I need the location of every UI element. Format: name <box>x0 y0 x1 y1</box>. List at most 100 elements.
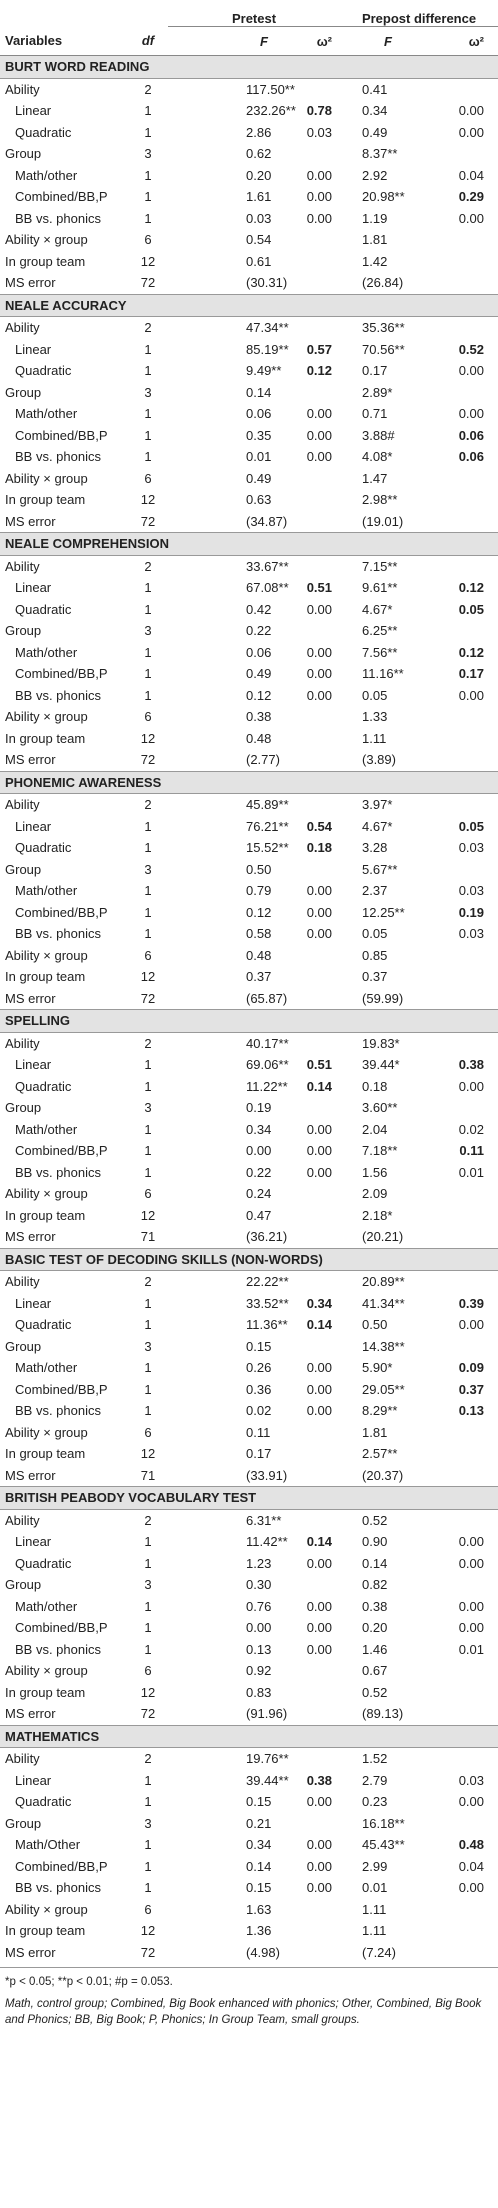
row-label: Math/other <box>15 1121 78 1137</box>
cell: 0.00 <box>306 601 333 617</box>
data-row: Ability 2 22.22** 20.89** <box>0 1271 498 1293</box>
cell: 0.00 <box>306 1620 333 1636</box>
data-row: Ability 2 45.89** 3.97* <box>0 794 498 816</box>
cell: 72 <box>140 752 156 768</box>
row-label: Math/other <box>15 1598 78 1614</box>
row-label: Ability <box>5 1035 40 1051</box>
cell <box>440 382 498 404</box>
section-title: PHONEMIC AWARENESS <box>0 770 498 794</box>
data-row: Quadratic 1 0.15 0.00 0.23 0.00 <box>0 1791 498 1813</box>
cell <box>440 1336 498 1358</box>
cell: 1 <box>144 666 152 682</box>
cell: 33.67** <box>246 558 289 574</box>
cell <box>298 1942 340 1964</box>
cell <box>298 1813 340 1835</box>
cell: 0.00 <box>306 883 333 899</box>
cell: 0.03 <box>306 124 333 140</box>
cell: 0.54 <box>246 232 272 248</box>
row-label: Combined/BB,P <box>15 1381 108 1397</box>
cell <box>298 749 340 771</box>
cell <box>298 1920 340 1942</box>
cell: 0.03 <box>458 840 485 856</box>
cell: 2 <box>144 1035 152 1051</box>
cell: (91.96) <box>246 1706 288 1722</box>
cell: 69.06** <box>246 1057 289 1073</box>
anova-table: Pretest Prepost difference Variables df … <box>0 0 498 1964</box>
cell <box>298 468 340 490</box>
row-label: Linear <box>15 341 52 357</box>
cell: 0.12 <box>306 363 333 379</box>
cell <box>298 143 340 165</box>
cell: 0.00 <box>306 1598 333 1614</box>
data-row: Combined/BB,P 1 0.14 0.00 2.99 0.04 <box>0 1856 498 1878</box>
cell <box>440 1183 498 1205</box>
cell: 0.03 <box>458 926 485 942</box>
cell: 3 <box>144 623 152 639</box>
header-cell <box>128 0 168 27</box>
cell: 1 <box>144 1555 152 1571</box>
cell: 12 <box>140 492 156 508</box>
cell: 12.25** <box>362 904 405 920</box>
cell: 3 <box>144 1338 152 1354</box>
cell <box>298 1226 340 1248</box>
cell: 0.00 <box>306 189 333 205</box>
cell <box>440 966 498 988</box>
row-label: BB vs. phonics <box>15 1164 101 1180</box>
data-row: Combined/BB,P 1 0.12 0.00 12.25** 0.19 <box>0 902 498 924</box>
header-cell: Prepost difference <box>340 0 498 27</box>
cell <box>440 794 498 816</box>
row-label: Ability × group <box>5 1901 88 1917</box>
cell: 1 <box>144 883 152 899</box>
row-label: In group team <box>5 1446 86 1462</box>
cell <box>440 1271 498 1293</box>
cell: 0.22 <box>246 623 272 639</box>
cell: 0.18 <box>306 840 333 856</box>
cell: 6.31** <box>246 1512 282 1528</box>
cell: 1 <box>144 1381 152 1397</box>
cell: 1 <box>144 1772 152 1788</box>
header-cell: Variables <box>0 26 128 56</box>
cell: 0.00 <box>458 1534 485 1550</box>
cell: 1.81 <box>362 1424 388 1440</box>
row-label: In group team <box>5 730 86 746</box>
cell: 1.63 <box>246 1901 272 1917</box>
cell <box>298 1703 340 1725</box>
cell: 0.22 <box>246 1164 272 1180</box>
cell: 1 <box>144 189 152 205</box>
cell: 0.06 <box>458 449 485 465</box>
cell: 0.04 <box>458 167 485 183</box>
cell: 0.37 <box>362 969 388 985</box>
cell <box>440 1205 498 1227</box>
cell <box>298 1271 340 1293</box>
footnotes: *p < 0.05; **p < 0.01; #p = 0.053. Math,… <box>0 1967 498 2028</box>
cell: 12 <box>140 1446 156 1462</box>
cell <box>298 620 340 642</box>
cell: 12 <box>140 969 156 985</box>
cell: 0.00 <box>306 1360 333 1376</box>
row-label: Group <box>5 384 42 400</box>
row-label: Combined/BB,P <box>15 666 108 682</box>
cell <box>298 511 340 533</box>
cell: 12 <box>140 730 156 746</box>
cell: 0.39 <box>458 1295 485 1311</box>
cell: 7.15** <box>362 558 398 574</box>
cell: 0.17 <box>246 1446 272 1462</box>
cell: 0.00 <box>458 1880 485 1896</box>
cell: 2 <box>144 1274 152 1290</box>
data-row: Linear 1 76.21** 0.54 4.67* 0.05 <box>0 816 498 838</box>
cell: (65.87) <box>246 990 288 1006</box>
data-row: Combined/BB,P 1 0.00 0.00 0.20 0.00 <box>0 1617 498 1639</box>
cell: 3 <box>144 1577 152 1593</box>
cell: 0.12 <box>246 687 272 703</box>
cell: 0.35 <box>246 427 272 443</box>
data-row: BB vs. phonics 1 0.13 0.00 1.46 0.01 <box>0 1639 498 1661</box>
data-row: Linear 1 69.06** 0.51 39.44* 0.38 <box>0 1054 498 1076</box>
cell: 0.00 <box>458 210 485 226</box>
cell: 1 <box>144 840 152 856</box>
cell: 39.44* <box>362 1057 400 1073</box>
data-row: Combined/BB,P 1 0.35 0.00 3.88# 0.06 <box>0 425 498 447</box>
row-label: Linear <box>15 103 52 119</box>
cell: 0.90 <box>362 1534 388 1550</box>
cell: 0.01 <box>458 1641 485 1657</box>
data-row: Quadratic 1 11.36** 0.14 0.50 0.00 <box>0 1314 498 1336</box>
